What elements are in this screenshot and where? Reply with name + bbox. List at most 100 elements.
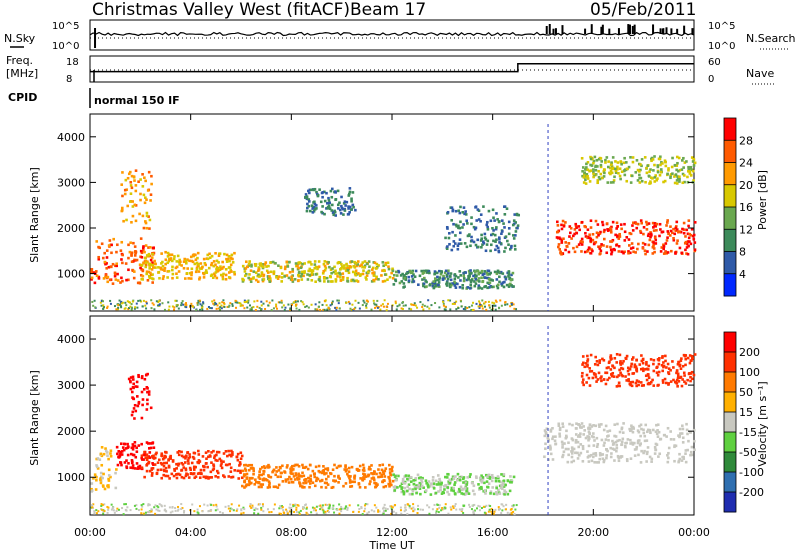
data-cell: [137, 402, 141, 405]
data-cell: [249, 304, 252, 307]
data-cell: [312, 509, 315, 512]
data-cell: [456, 490, 460, 494]
data-cell: [688, 232, 691, 236]
data-cell: [640, 179, 644, 183]
data-cell: [149, 406, 153, 410]
data-cell: [97, 255, 100, 259]
data-cell: [316, 194, 320, 197]
data-cell: [645, 378, 649, 382]
data-cell: [380, 475, 384, 478]
data-cell: [554, 442, 558, 446]
data-cell: [114, 471, 117, 475]
data-cell: [632, 250, 635, 254]
data-cell: [300, 272, 304, 276]
data-cell: [515, 212, 519, 216]
data-cell: [214, 263, 217, 267]
data-cell: [610, 252, 613, 256]
data-cell: [574, 451, 577, 455]
data-cell: [639, 231, 643, 234]
data-cell: [150, 474, 154, 477]
data-cell: [596, 363, 600, 367]
data-cell: [690, 227, 694, 231]
data-cell: [347, 192, 351, 196]
data-cell: [508, 489, 512, 493]
data-cell: [133, 441, 137, 444]
data-cell: [337, 302, 340, 305]
data-cell: [141, 458, 144, 461]
data-cell: [504, 303, 507, 306]
data-cell: [666, 172, 669, 176]
data-cell: [304, 195, 307, 199]
data-cell: [295, 303, 298, 306]
data-cell: [144, 263, 148, 267]
data-cell: [348, 504, 351, 507]
data-cell: [131, 205, 135, 208]
data-cell: [596, 378, 600, 381]
data-cell: [176, 304, 179, 307]
data-cell: [481, 478, 485, 481]
data-cell: [431, 508, 434, 511]
data-cell: [419, 508, 422, 511]
data-cell: [145, 464, 148, 467]
data-cell: [149, 442, 152, 445]
data-cell: [662, 247, 665, 251]
data-cell: [625, 441, 628, 445]
data-cell: [470, 309, 473, 312]
data-cell: [453, 277, 457, 281]
data-cell: [137, 299, 140, 302]
data-cell: [198, 277, 201, 281]
data-cell: [459, 274, 463, 277]
data-cell: [190, 259, 194, 263]
data-cell: [425, 481, 428, 485]
data-cell: [277, 469, 281, 472]
data-cell: [436, 275, 439, 279]
data-cell: [210, 476, 214, 479]
data-cell: [353, 477, 356, 480]
data-cell: [240, 304, 243, 307]
freq-tick-top: 18: [66, 57, 79, 68]
data-cell: [558, 426, 562, 430]
data-cell: [620, 227, 623, 231]
data-cell: [144, 179, 147, 183]
data-cell: [433, 270, 437, 273]
data-cell: [108, 239, 112, 242]
data-cell: [142, 388, 146, 391]
data-cell: [380, 473, 384, 477]
data-cell: [467, 492, 471, 495]
data-cell: [145, 469, 149, 473]
data-cell: [311, 481, 315, 485]
data-cell: [123, 461, 127, 464]
data-cell: [360, 263, 363, 267]
data-cell: [483, 481, 486, 485]
data-cell: [258, 306, 261, 309]
data-cell: [468, 274, 471, 278]
data-cell: [613, 356, 617, 360]
data-cell: [143, 201, 147, 205]
data-cell: [611, 156, 615, 159]
data-cell: [390, 483, 393, 487]
data-cell: [119, 303, 122, 306]
data-cell: [647, 174, 651, 178]
data-cell: [315, 476, 319, 480]
data-cell: [464, 213, 468, 216]
data-cell: [206, 257, 210, 261]
data-cell: [158, 299, 161, 302]
data-cell: [349, 208, 353, 211]
data-cell: [491, 279, 495, 282]
data-cell: [301, 471, 304, 475]
data-cell: [210, 261, 214, 265]
data-cell: [106, 280, 110, 284]
data-cell: [254, 262, 258, 266]
data-cell: [406, 512, 409, 515]
data-cell: [670, 249, 673, 253]
data-cell: [268, 485, 272, 489]
data-cell: [680, 459, 684, 462]
data-cell: [390, 469, 394, 473]
data-cell: [600, 379, 603, 383]
data-cell: [135, 302, 138, 305]
data-cell: [351, 303, 354, 306]
data-cell: [451, 230, 454, 234]
data-cell: [168, 456, 172, 459]
data-cell: [269, 475, 273, 479]
data-cell: [197, 270, 201, 273]
